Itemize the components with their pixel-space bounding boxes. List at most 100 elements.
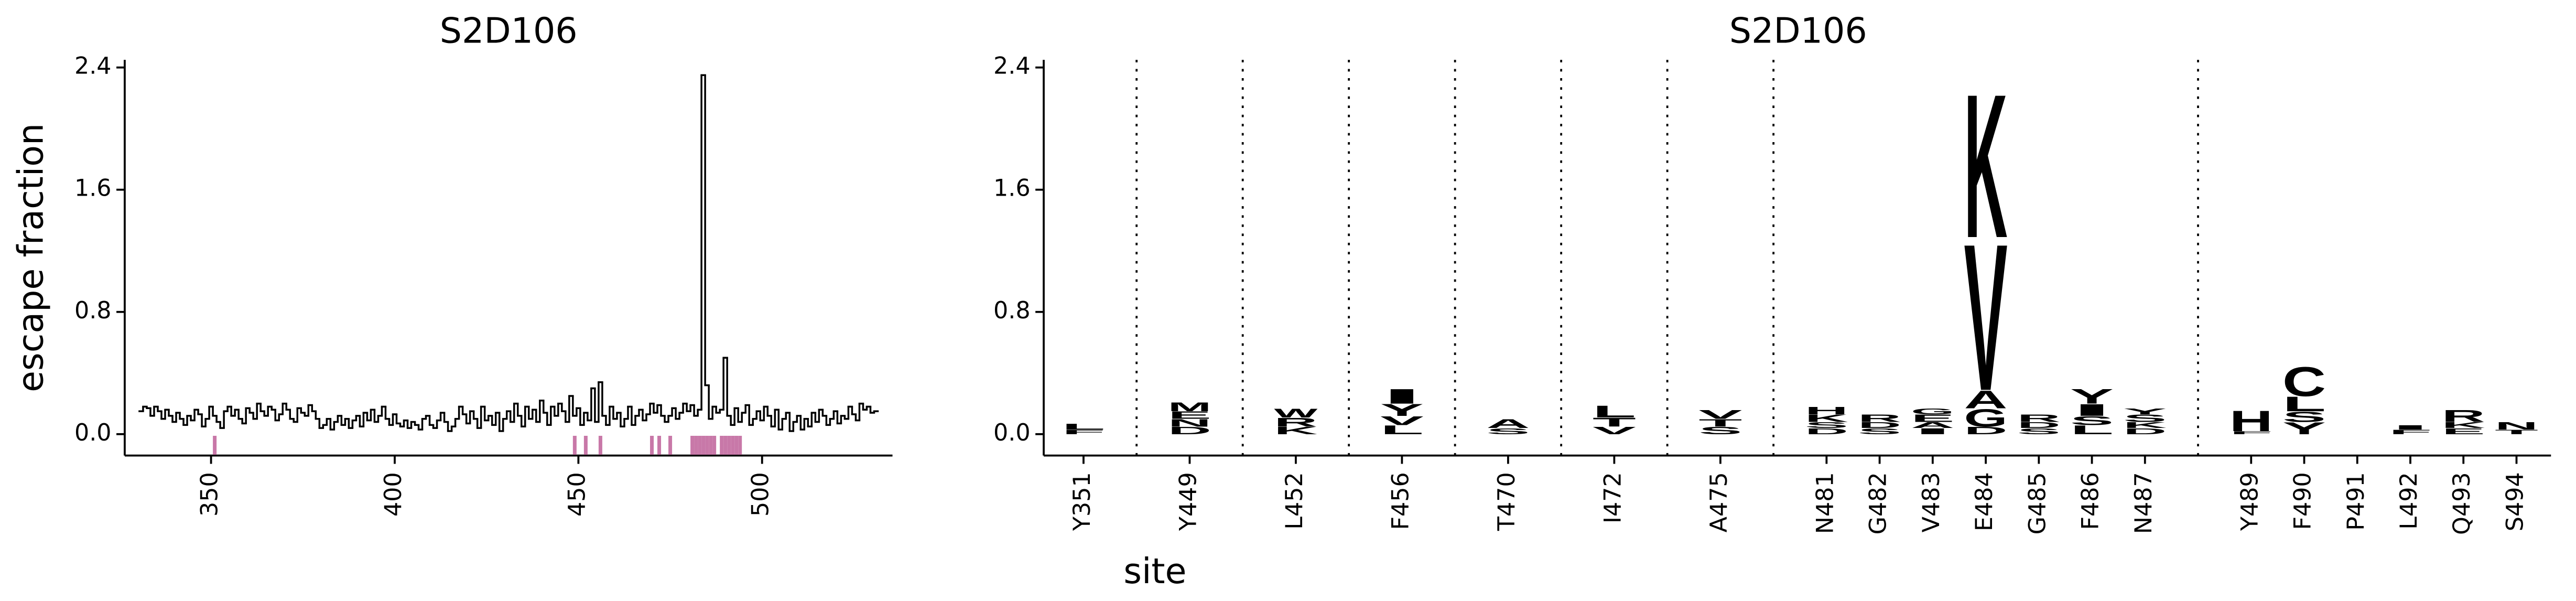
x-tick-label: F490 (2290, 472, 2317, 530)
highlight-site (213, 436, 217, 455)
x-tick-label: N481 (1812, 472, 1838, 534)
y-tick-label: 1.6 (993, 175, 1031, 202)
logo-letter: E (1168, 410, 1211, 421)
logo-letter: S (1805, 421, 1848, 430)
logo-letter: D (1858, 421, 1901, 430)
x-tick-label: S494 (2502, 472, 2528, 531)
logo-letter: V (1593, 425, 1636, 436)
logo-letter: H (2229, 404, 2273, 437)
logo-letter: V (1698, 407, 1742, 422)
logo-letter: K (1964, 52, 2008, 281)
x-tick-label: P491 (2343, 472, 2369, 530)
highlight-site (731, 436, 735, 455)
y-tick-label: 0.8 (74, 297, 112, 324)
x-tick-label: F456 (1387, 472, 1414, 530)
logo-letter: L (1380, 423, 1424, 437)
logo-letter: L (2070, 423, 2114, 437)
logo-letter: D (1805, 426, 1848, 436)
logo-letter: S (1698, 425, 1742, 436)
logo-letter: N (2495, 420, 2538, 432)
logo-letter: G (1964, 404, 2008, 432)
x-tick-label: A475 (1706, 472, 1733, 532)
y-tick-label: 2.4 (993, 53, 1031, 80)
x-tick-label: Y449 (1175, 472, 1202, 531)
logo-letter: Y (2282, 419, 2326, 438)
highlight-site (690, 436, 695, 455)
logo-letter: K (1274, 425, 1317, 436)
logo-letter: R (2442, 407, 2485, 426)
logo-letter: F (1062, 428, 1105, 435)
logo-letter: N (1168, 417, 1211, 428)
x-tick-label: E484 (1971, 472, 1998, 531)
highlight-site (650, 436, 654, 455)
logo-letter: G (1911, 406, 1954, 416)
y-tick-label: 2.4 (74, 53, 112, 80)
x-tick-label: Y351 (1069, 472, 1096, 531)
logo-letter: T (2495, 428, 2538, 435)
highlight-site (701, 436, 706, 455)
x-tick-label: G482 (1865, 472, 1892, 534)
logo-letter: Y (1380, 401, 1424, 420)
y-tick-label: 0.0 (993, 420, 1031, 446)
highlight-site (583, 436, 588, 455)
logo-letter: S (1858, 426, 1901, 436)
x-tick-label: F486 (2077, 472, 2104, 530)
logo-letter: S (2070, 414, 2114, 428)
logo-letter: C (2282, 358, 2326, 405)
logo-letter: K (2442, 421, 2485, 430)
x-tick-label: T470 (1493, 472, 1520, 531)
x-tick-label: V483 (1918, 472, 1945, 532)
x-tick-label: 500 (748, 472, 774, 517)
logo-letter: I (2070, 401, 2114, 420)
logo-letter: I (2388, 424, 2432, 431)
logo-letter: F (2388, 428, 2432, 435)
logo-letter: W (1274, 406, 1317, 420)
x-tick-label: Q493 (2449, 472, 2475, 535)
logo-letter: A (1486, 417, 1530, 431)
logo-letter: Y (2123, 406, 2167, 416)
logo-letter: I (1380, 384, 1424, 408)
highlight-site (738, 436, 742, 455)
highlight-site (734, 436, 739, 455)
y-tick-label: 0.8 (993, 297, 1031, 324)
logo-letter: D (1168, 425, 1211, 436)
logo-letter: V (1964, 201, 2008, 435)
highlight-site (668, 436, 673, 455)
x-tick-label: 400 (380, 472, 407, 517)
y-tick-label: 1.6 (74, 175, 112, 202)
logo-letter: S (2017, 426, 2061, 436)
logo-letter: D (2123, 426, 2167, 436)
highlight-site (727, 436, 731, 455)
logo-letter: V (1380, 414, 1424, 428)
chart-title: S2D106 (1729, 10, 1867, 51)
logo-letter: A (1911, 421, 1954, 430)
highlight-site (694, 436, 698, 455)
highlight-site (712, 436, 717, 455)
highlight-site (709, 436, 713, 455)
x-tick-label: L452 (1281, 472, 1308, 529)
logo-letter: S (2123, 413, 2167, 424)
logo-letter: L (1593, 402, 1636, 421)
logo-letter: R (2017, 413, 2061, 424)
logo-letter: L (2282, 392, 2326, 416)
logo-letter: Y (2070, 384, 2114, 408)
logo-letter: K (2123, 421, 2167, 430)
logo-letter: E (1911, 413, 1954, 424)
logo-letter: K (1805, 413, 1848, 424)
x-tick-label: Y489 (2236, 472, 2263, 531)
logo-letter: H (1805, 405, 1848, 416)
logo-letter: D (2017, 421, 2061, 430)
logo-letter: A (1964, 385, 2008, 414)
logo-letter: S (1486, 426, 1530, 436)
y-axis-label: escape fraction (10, 123, 51, 392)
x-tick-label: I472 (1599, 472, 1626, 523)
highlight-site (657, 436, 662, 455)
x-tick-label: 450 (564, 472, 590, 517)
logo-letter: R (1858, 413, 1901, 424)
logo-letter: D (1964, 425, 2008, 436)
highlight-site (598, 436, 602, 455)
logo-letter: I (1911, 426, 1954, 436)
x-tick-label: L492 (2396, 472, 2422, 529)
